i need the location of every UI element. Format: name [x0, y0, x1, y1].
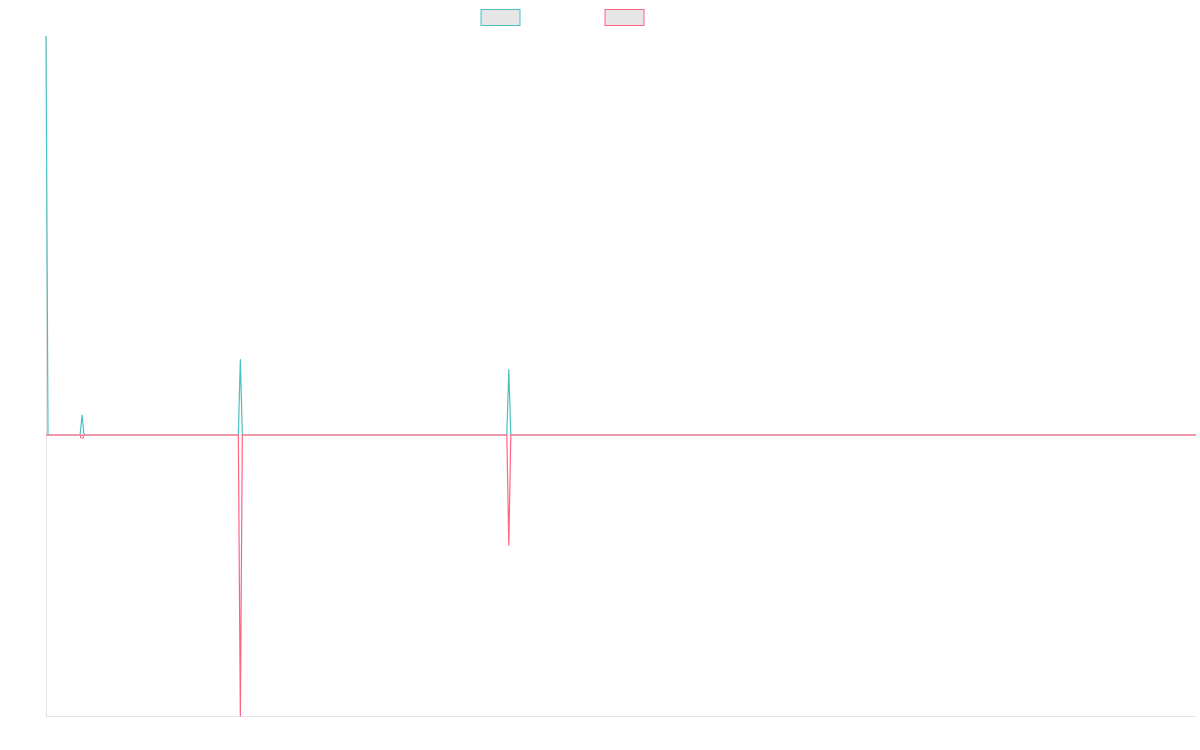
series-layer	[45, 35, 1196, 717]
legend-swatch-1[interactable]	[480, 9, 521, 26]
axes	[46, 36, 1196, 717]
series-line-2	[46, 434, 1196, 717]
series-line-1	[45, 35, 1196, 436]
legend[interactable]	[480, 9, 645, 26]
legend-swatch-2[interactable]	[604, 9, 645, 26]
data-point	[79, 434, 85, 439]
